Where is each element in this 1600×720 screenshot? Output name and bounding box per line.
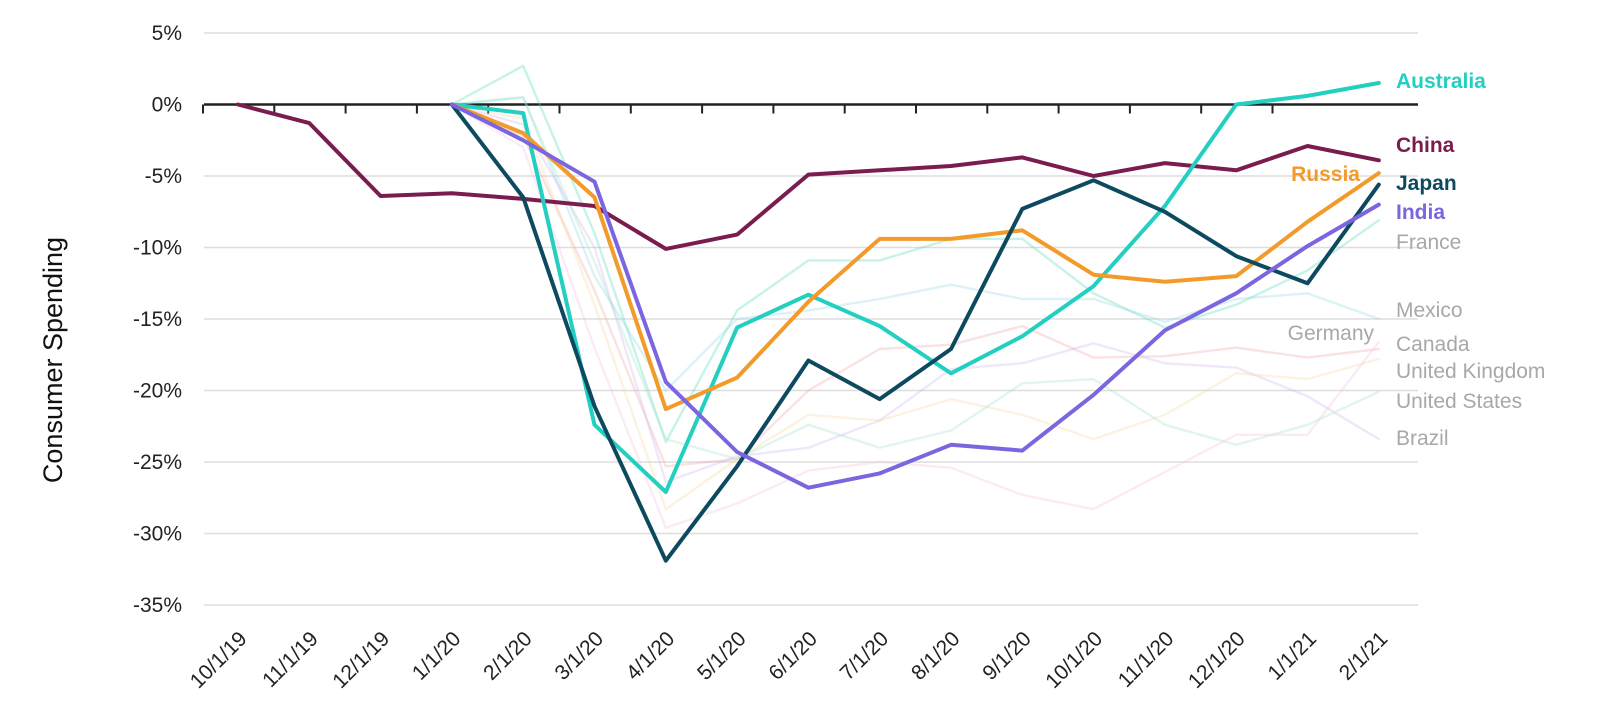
y-axis-label: Consumer Spending bbox=[38, 237, 68, 483]
x-tick-label: 8/1/20 bbox=[907, 627, 965, 685]
x-tick-label: 1/1/21 bbox=[1263, 627, 1321, 685]
x-tick-label: 5/1/20 bbox=[693, 627, 751, 685]
series-label-canada: Canada bbox=[1396, 333, 1470, 356]
y-tick-label: -5% bbox=[145, 165, 182, 188]
series-label-united-states: United States bbox=[1396, 390, 1522, 413]
series-line-united-states bbox=[450, 96, 1380, 461]
gridlines bbox=[202, 32, 1418, 606]
series-label-india: India bbox=[1396, 201, 1445, 224]
series-label-japan: Japan bbox=[1396, 172, 1457, 195]
x-tick-label: 11/1/20 bbox=[1114, 627, 1179, 692]
series-line-australia bbox=[449, 81, 1381, 494]
x-tick-label: 10/1/20 bbox=[1041, 627, 1107, 693]
series-label-mexico: Mexico bbox=[1396, 299, 1463, 322]
series-line-mexico bbox=[450, 96, 1380, 392]
y-axis-ticks: 5% 0% -5% -10% -15% -20% -25% -30% -35% bbox=[133, 22, 182, 617]
y-tick-label: 5% bbox=[152, 22, 182, 45]
y-tick-label: -25% bbox=[133, 451, 182, 474]
x-axis-ticks: 10/1/19 11/1/19 12/1/19 1/1/20 2/1/20 3/1/20 4… bbox=[186, 627, 1393, 693]
series-line-india bbox=[449, 102, 1381, 490]
series-line-china bbox=[236, 102, 1381, 251]
highlighted-series bbox=[236, 81, 1381, 563]
y-tick-label: -10% bbox=[133, 237, 182, 260]
series-label-united-kingdom: United Kingdom bbox=[1396, 360, 1545, 383]
series-label-germany: Germany bbox=[1288, 322, 1375, 345]
x-tick-label: 12/1/20 bbox=[1184, 627, 1250, 693]
series-label-china: China bbox=[1396, 134, 1455, 157]
x-tick-label: 2/1/20 bbox=[479, 627, 537, 685]
series-line-brazil bbox=[450, 103, 1380, 529]
x-tick-label: 2/1/21 bbox=[1335, 627, 1393, 685]
y-tick-label: -35% bbox=[133, 594, 182, 617]
background-series bbox=[450, 64, 1380, 529]
x-tick-label: 9/1/20 bbox=[978, 627, 1036, 685]
series-line-united-kingdom bbox=[450, 103, 1380, 511]
series-line-russia bbox=[449, 102, 1381, 412]
y-tick-label: -30% bbox=[133, 523, 182, 546]
series-labels: France Mexico Germany Canada United Kingdom U… bbox=[1288, 70, 1546, 450]
series-label-brazil: Brazil bbox=[1396, 427, 1449, 450]
series-line-japan bbox=[449, 102, 1381, 563]
x-tick-label: 7/1/20 bbox=[836, 627, 894, 685]
series-label-russia: Russia bbox=[1291, 163, 1360, 186]
x-tick-label: 3/1/20 bbox=[550, 627, 608, 685]
y-tick-label: -20% bbox=[133, 380, 182, 403]
series-label-france: France bbox=[1396, 231, 1461, 254]
series-label-australia: Australia bbox=[1396, 70, 1486, 93]
series-line-canada bbox=[450, 103, 1380, 484]
series-line-germany bbox=[450, 103, 1380, 468]
y-tick-label: 0% bbox=[152, 94, 182, 117]
series-line-france bbox=[450, 64, 1380, 444]
y-tick-label: -15% bbox=[133, 308, 182, 331]
x-tick-label: 10/1/19 bbox=[186, 627, 252, 693]
x-tick-label: 1/1/20 bbox=[408, 627, 466, 685]
x-tick-label: 12/1/19 bbox=[328, 627, 394, 693]
x-tick-label: 6/1/20 bbox=[764, 627, 822, 685]
x-tick-label: 4/1/20 bbox=[622, 627, 680, 685]
x-tick-label: 11/1/19 bbox=[258, 627, 323, 692]
